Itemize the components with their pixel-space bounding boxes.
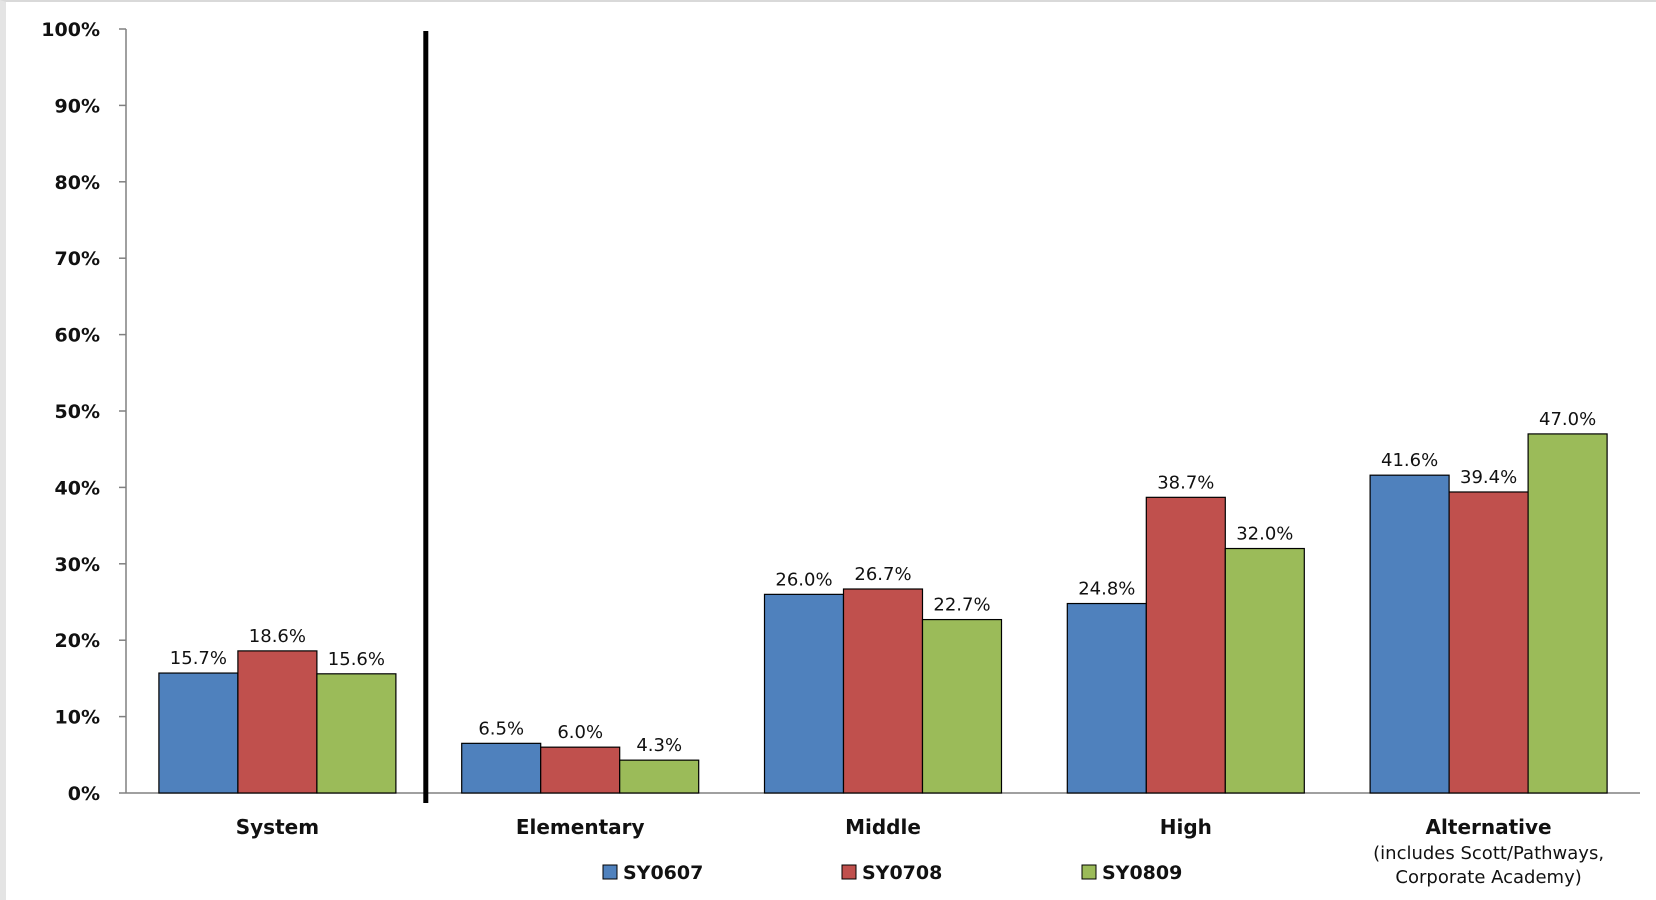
- data-label: 38.7%: [1157, 472, 1214, 493]
- data-label: 6.0%: [557, 722, 603, 743]
- legend-swatch: [841, 864, 857, 880]
- y-tick-label: 60%: [55, 325, 100, 347]
- y-tick-label: 0%: [68, 783, 100, 805]
- category-label: Alternative: [1426, 815, 1552, 839]
- bar-sy0708: [237, 650, 318, 794]
- bar-sy0809: [1224, 547, 1305, 794]
- bar-sy0708: [540, 746, 621, 794]
- bar-sy0708: [1145, 496, 1226, 794]
- y-tick-label: 100%: [41, 19, 100, 41]
- category-label: Middle: [845, 815, 921, 839]
- data-label: 41.6%: [1381, 450, 1438, 471]
- data-label: 39.4%: [1460, 467, 1517, 488]
- legend-swatch: [602, 864, 618, 880]
- category-sublabel: (includes Scott/Pathways,: [1373, 843, 1604, 864]
- y-tick-label: 10%: [55, 707, 100, 729]
- data-label: 47.0%: [1539, 409, 1596, 430]
- y-tick-label: 70%: [55, 248, 100, 270]
- legend-label: SY0708: [862, 862, 942, 884]
- data-label: 15.6%: [328, 649, 385, 670]
- category-sublabel: Corporate Academy): [1395, 867, 1581, 888]
- data-label: 24.8%: [1078, 579, 1135, 600]
- bar-sy0708: [842, 588, 924, 794]
- data-label: 4.3%: [636, 735, 682, 756]
- category-label: System: [236, 815, 319, 839]
- legend-label: SY0809: [1102, 862, 1182, 884]
- data-label: 18.6%: [249, 626, 306, 647]
- data-label: 26.0%: [775, 569, 832, 590]
- legend-swatch: [1081, 864, 1097, 880]
- bar-sy0809: [921, 618, 1003, 794]
- data-label: 6.5%: [478, 718, 524, 739]
- y-tick-label: 50%: [55, 401, 100, 423]
- bar-sy0607: [763, 593, 845, 794]
- bar-sy0607: [461, 742, 542, 794]
- bar-sy0607: [1369, 474, 1450, 794]
- bar-sy0708: [1448, 491, 1529, 794]
- data-label: 26.7%: [854, 564, 911, 585]
- y-tick-label: 20%: [55, 630, 100, 652]
- legend-label: SY0607: [623, 862, 703, 884]
- y-tick-label: 30%: [55, 554, 100, 576]
- data-label: 32.0%: [1236, 524, 1293, 545]
- category-label: High: [1160, 815, 1212, 839]
- bar-sy0607: [1066, 602, 1147, 794]
- data-label: 15.7%: [170, 648, 227, 669]
- bar-sy0809: [1527, 433, 1608, 794]
- y-tick-label: 80%: [55, 172, 100, 194]
- y-tick-label: 90%: [55, 95, 100, 117]
- y-tick-label: 40%: [55, 477, 100, 499]
- bar-sy0607: [158, 672, 239, 794]
- category-label: Elementary: [516, 815, 645, 839]
- bar-sy0809: [619, 759, 700, 794]
- bar-sy0809: [316, 673, 397, 794]
- data-label: 22.7%: [933, 595, 990, 616]
